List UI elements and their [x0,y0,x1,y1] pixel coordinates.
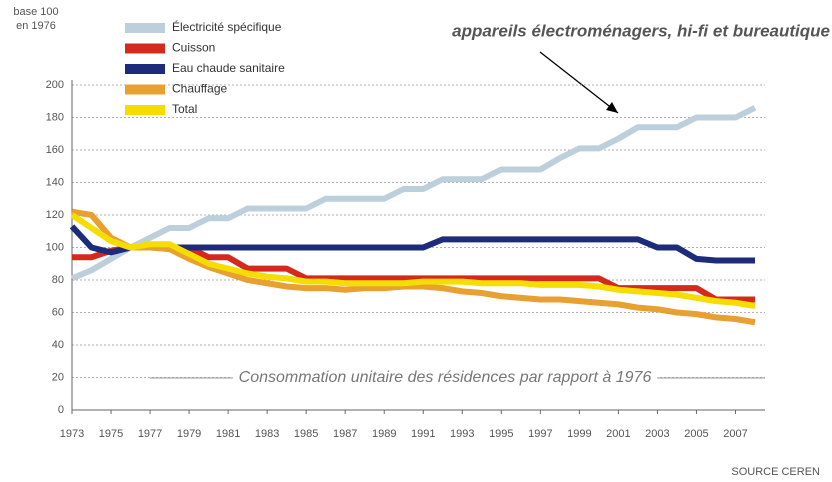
x-tick-label: 1991 [411,428,435,440]
legend-label: Chauffage [172,82,227,96]
y-tick-label: 0 [58,404,64,416]
series-line [71,208,756,326]
legend-swatch [125,84,165,95]
x-tick-label: 1983 [255,428,279,440]
legend-swatch [125,23,165,33]
x-tick-label: 2003 [645,428,669,440]
x-tick-label: 1989 [372,428,396,440]
y-tick-label: 140 [46,176,64,188]
y-tick-label: 40 [52,339,64,351]
y-tick-label: 180 [46,111,64,123]
y-tick-label: 80 [52,274,64,286]
legend-label: Eau chaude sanitaire [172,61,285,75]
arrow-head [606,102,618,113]
legend-label: Total [172,102,197,116]
y-label: en 1976 [16,20,56,32]
legend-label: Cuisson [172,41,215,55]
series-line [70,105,757,282]
x-tick-label: 1979 [177,428,201,440]
x-tick-label: 2001 [606,428,630,440]
x-tick-label: 1999 [567,428,591,440]
series-line [70,212,756,309]
legend-swatch [125,105,165,115]
y-tick-label: 160 [46,144,64,156]
subtitle-bg [232,366,658,390]
x-tick-label: 2007 [723,428,747,440]
y-label: base 100 [13,6,58,18]
x-tick-label: 1997 [528,428,552,440]
y-tick-label: 120 [46,209,64,221]
subtitle: Consommation unitaire des résidences par… [239,369,652,386]
x-tick-label: 1973 [60,428,84,440]
source: SOURCE CEREN [731,466,820,478]
y-tick-label: 20 [52,371,64,383]
y-tick-label: 100 [46,241,64,253]
legend-swatch [125,43,165,54]
x-tick-label: 2005 [684,428,708,440]
series-line [69,224,755,264]
y-tick-label: 200 [46,79,64,91]
x-tick-label: 1985 [294,428,318,440]
x-tick-label: 1975 [99,428,123,440]
x-tick-label: 1993 [450,428,474,440]
y-tick-label: 60 [52,306,64,318]
x-tick-label: 1995 [489,428,513,440]
legend-swatch [125,64,165,74]
x-tick-label: 1977 [138,428,162,440]
x-tick-label: 1981 [216,428,240,440]
legend-label: Électricité spécifique [172,19,282,34]
x-tick-label: 1987 [333,428,357,440]
annotation: appareils électroménagers, hi-fi et bure… [452,21,830,40]
annotation-arrow [539,51,619,114]
